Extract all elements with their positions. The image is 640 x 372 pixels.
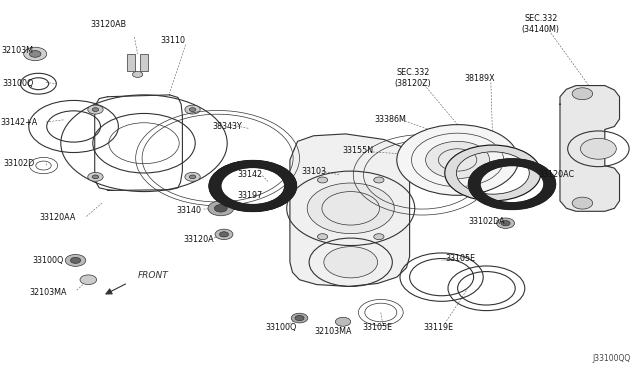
Polygon shape (290, 134, 410, 286)
Text: 33105E: 33105E (362, 323, 393, 332)
Circle shape (397, 125, 518, 195)
Circle shape (189, 175, 196, 179)
Circle shape (307, 183, 394, 234)
Text: 33197: 33197 (237, 191, 262, 200)
Text: 33142: 33142 (237, 170, 262, 179)
Circle shape (580, 138, 616, 159)
Text: 33105E: 33105E (445, 254, 476, 263)
Circle shape (497, 218, 515, 228)
Text: 38343Y: 38343Y (212, 122, 242, 131)
Text: 33386M: 33386M (374, 115, 406, 124)
Text: 33120AC: 33120AC (539, 170, 575, 179)
Text: 33119E: 33119E (423, 323, 454, 332)
Circle shape (132, 71, 143, 77)
Circle shape (92, 175, 99, 179)
Text: 33142+A: 33142+A (1, 118, 38, 127)
Circle shape (572, 197, 593, 209)
Circle shape (324, 247, 378, 278)
Text: 33110: 33110 (160, 36, 186, 45)
Text: 38189X: 38189X (465, 74, 495, 83)
Circle shape (80, 275, 97, 285)
Text: 33120A: 33120A (183, 235, 214, 244)
Text: 33100Q: 33100Q (2, 79, 34, 88)
Circle shape (65, 254, 86, 266)
Text: 33103: 33103 (301, 167, 326, 176)
Text: 32103MA: 32103MA (314, 327, 351, 336)
Text: 33120AA: 33120AA (40, 213, 76, 222)
Circle shape (572, 88, 593, 100)
Circle shape (317, 177, 328, 183)
Text: 33140: 33140 (176, 206, 202, 215)
Text: J33100QQ: J33100QQ (592, 354, 630, 363)
Circle shape (24, 47, 47, 61)
Circle shape (374, 177, 384, 183)
Text: 33120AB: 33120AB (91, 20, 127, 29)
Circle shape (70, 257, 81, 263)
FancyBboxPatch shape (140, 54, 148, 71)
Circle shape (501, 221, 510, 226)
Text: SEC.332
(38120Z): SEC.332 (38120Z) (394, 68, 431, 88)
Circle shape (189, 108, 196, 112)
Text: 33100Q: 33100Q (32, 256, 64, 265)
Circle shape (88, 105, 103, 114)
Text: 33100Q: 33100Q (266, 323, 298, 332)
Circle shape (220, 232, 228, 237)
Text: 33102DA: 33102DA (468, 217, 505, 226)
Circle shape (295, 315, 304, 321)
Text: 32103MA: 32103MA (29, 288, 67, 296)
Circle shape (426, 141, 490, 179)
Circle shape (335, 317, 351, 326)
Circle shape (88, 172, 103, 181)
Circle shape (543, 175, 555, 182)
Polygon shape (560, 86, 620, 211)
Circle shape (214, 205, 227, 212)
FancyBboxPatch shape (127, 54, 135, 71)
Circle shape (317, 234, 328, 240)
Text: 33102D: 33102D (4, 159, 35, 168)
Circle shape (92, 108, 99, 112)
Circle shape (208, 201, 234, 216)
Circle shape (29, 51, 41, 57)
Text: 32103M: 32103M (2, 46, 34, 55)
Circle shape (185, 172, 200, 181)
Circle shape (291, 313, 308, 323)
Text: SEC.332
(34140M): SEC.332 (34140M) (522, 15, 560, 34)
Circle shape (215, 229, 233, 240)
Text: FRONT: FRONT (138, 271, 168, 280)
Circle shape (374, 234, 384, 240)
Circle shape (185, 105, 200, 114)
Text: 33155N: 33155N (343, 146, 374, 155)
